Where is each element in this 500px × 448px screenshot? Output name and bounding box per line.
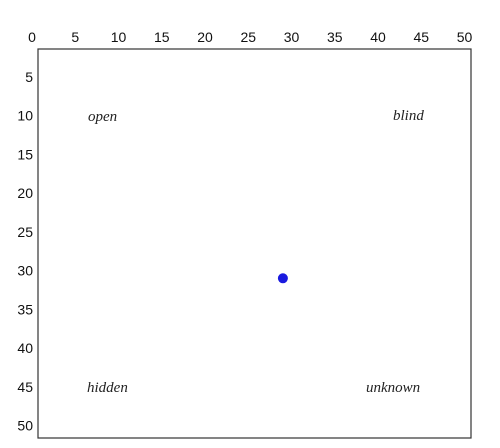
x-tick-label: 50 [457, 29, 473, 45]
y-tick-label: 20 [17, 185, 33, 201]
y-tick-label: 15 [17, 146, 33, 162]
y-tick-label: 10 [17, 108, 33, 124]
quadrant-label-unknown: unknown [366, 380, 420, 396]
plot-frame [37, 48, 472, 439]
x-tick-label: 35 [327, 29, 343, 45]
data-point [277, 273, 288, 284]
x-tick-label: 20 [197, 29, 213, 45]
x-tick-label: 5 [71, 29, 79, 45]
y-axis-ticks: 5 10 15 20 25 30 35 40 45 50 [17, 69, 33, 434]
x-tick-label: 10 [111, 29, 127, 45]
quadrant-label-blind: blind [393, 108, 424, 124]
y-tick-label: 35 [17, 301, 33, 317]
y-tick-label: 40 [17, 340, 33, 356]
x-tick-label: 40 [370, 29, 386, 45]
quadrant-label-hidden: hidden [87, 380, 128, 396]
x-tick-label: 45 [414, 29, 430, 45]
x-axis-ticks: 0 5 10 15 20 25 30 35 40 45 50 [28, 29, 472, 45]
y-tick-label: 5 [25, 69, 33, 85]
y-tick-label: 25 [17, 224, 33, 240]
x-tick-label: 0 [28, 29, 36, 45]
y-tick-label: 30 [17, 263, 33, 279]
data-points [277, 273, 288, 284]
y-tick-label: 45 [17, 379, 33, 395]
x-tick-label: 15 [154, 29, 170, 45]
quadrant-label-open: open [88, 109, 117, 125]
x-tick-label: 25 [241, 29, 257, 45]
x-tick-label: 30 [284, 29, 300, 45]
y-tick-label: 50 [17, 418, 33, 434]
